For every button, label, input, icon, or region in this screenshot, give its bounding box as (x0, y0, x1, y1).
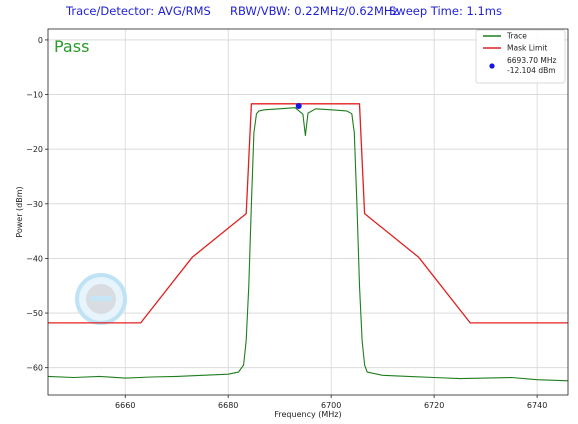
legend-marker-frequency: 6693.70 MHz (507, 56, 557, 65)
x-tick-label: 6740 (527, 401, 547, 410)
watermark-logo (75, 273, 127, 325)
y-tick-label: 0 (38, 36, 43, 45)
marker-layer (295, 103, 302, 110)
series-layer (47, 103, 569, 382)
x-tick-label: 6680 (218, 401, 238, 410)
y-tick-label: −30 (26, 200, 43, 209)
y-tick-label: −40 (26, 254, 43, 263)
bandwidth-text: RBW/VBW: 0.22MHz/0.62MHz (230, 4, 399, 18)
chart-header: Trace/Detector: AVG/RMS RBW/VBW: 0.22MHz… (0, 4, 578, 22)
legend-mask-label: Mask Limit (507, 44, 547, 53)
y-tick-label: −20 (26, 145, 43, 154)
y-tick-label: −60 (26, 364, 43, 373)
y-tick-label: −50 (26, 309, 43, 318)
mask-limit-line (48, 103, 568, 324)
x-tick-label: 6660 (115, 401, 135, 410)
sweep-time-text: Sweep Time: 1.1ms (389, 4, 502, 18)
legend-marker-power: -12.104 dBm (507, 66, 556, 75)
x-axis-ticks: 6660 6680 6700 6720 6740 (115, 395, 547, 410)
plot-area (48, 29, 568, 395)
grid (48, 29, 568, 395)
legend: Trace Mask Limit 6693.70 MHz-12.104 dBm (475, 29, 566, 84)
y-axis-label: Power (dBm) (15, 186, 24, 237)
y-tick-label: −10 (26, 91, 43, 100)
detector-text: Trace/Detector: AVG/RMS (66, 4, 211, 18)
legend-marker-swatch (489, 63, 495, 69)
x-tick-label: 6720 (424, 401, 444, 410)
plot-frame (47, 28, 569, 396)
x-tick-label: 6700 (321, 401, 341, 410)
trace-line (47, 107, 569, 382)
peak-marker (295, 103, 302, 110)
legend-trace-label: Trace (506, 32, 527, 41)
pass-status: Pass (54, 37, 89, 56)
x-axis-label: Frequency (MHz) (274, 410, 341, 419)
y-axis-ticks: 0 −10 −20 −30 −40 −50 −60 (26, 36, 48, 373)
